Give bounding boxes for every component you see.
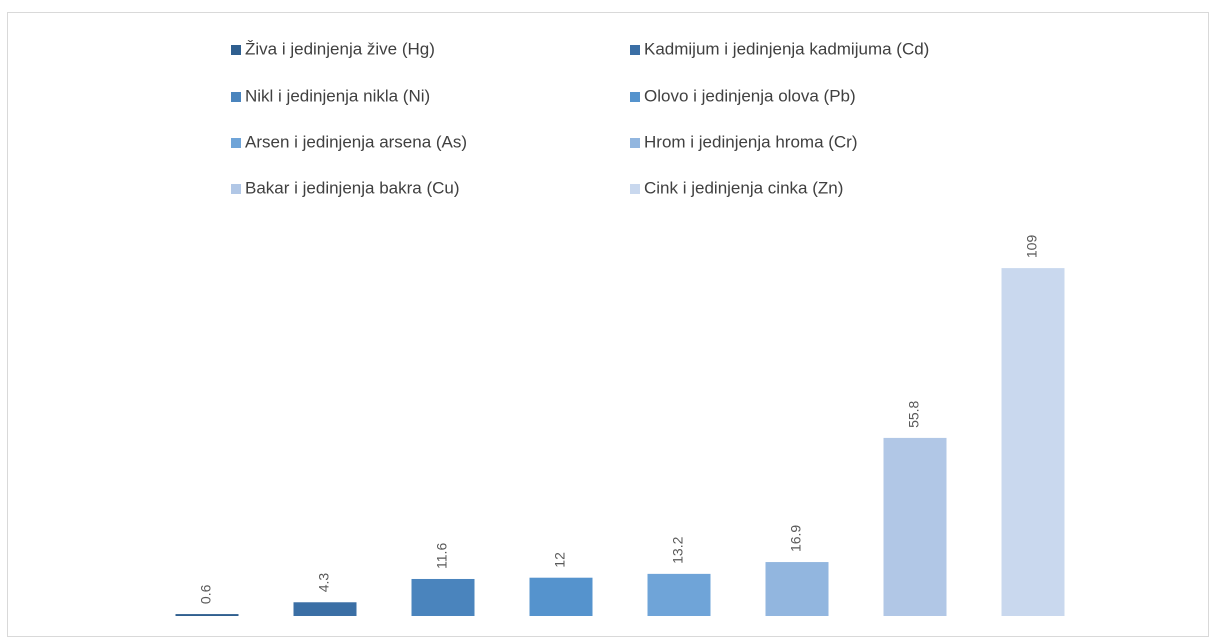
legend-swatch bbox=[630, 45, 640, 55]
legend-label: Hrom i jedinjenja hroma (Cr) bbox=[644, 132, 858, 151]
data-label: 11.6 bbox=[434, 543, 450, 569]
legend-label: Bakar i jedinjenja bakra (Cu) bbox=[245, 178, 460, 197]
data-label: 109 bbox=[1024, 235, 1040, 259]
legend-swatch bbox=[231, 45, 241, 55]
bar bbox=[411, 578, 475, 616]
bar bbox=[765, 562, 829, 616]
legend-swatch bbox=[630, 138, 640, 148]
data-label: 4.3 bbox=[316, 573, 332, 593]
legend-label: Nikl i jedinjenja nikla (Ni) bbox=[245, 86, 430, 105]
legend-label: Arsen i jedinjenja arsena (As) bbox=[245, 132, 467, 151]
data-label: 55.8 bbox=[906, 400, 922, 427]
data-label: 16.9 bbox=[788, 525, 804, 552]
legend-swatch bbox=[231, 184, 241, 194]
bar bbox=[175, 614, 239, 616]
data-label: 0.6 bbox=[198, 584, 214, 604]
legend-label: Kadmijum i jedinjenja kadmijuma (Cd) bbox=[644, 39, 929, 58]
legend-swatch bbox=[630, 184, 640, 194]
legend-label: Olovo i jedinjenja olova (Pb) bbox=[644, 86, 856, 105]
legend-swatch bbox=[630, 92, 640, 102]
legend-swatch bbox=[231, 138, 241, 148]
data-label: 12 bbox=[552, 552, 568, 568]
legend-label: Cink i jedinjenja cinka (Zn) bbox=[644, 178, 843, 197]
legend-swatch bbox=[231, 92, 241, 102]
legend-label: Živa i jedinjenja žive (Hg) bbox=[245, 39, 435, 58]
bar bbox=[1001, 268, 1065, 616]
bar bbox=[647, 573, 711, 616]
data-label: 13.2 bbox=[670, 536, 686, 563]
bar bbox=[293, 602, 357, 616]
bar bbox=[883, 437, 947, 616]
bar bbox=[529, 577, 593, 616]
